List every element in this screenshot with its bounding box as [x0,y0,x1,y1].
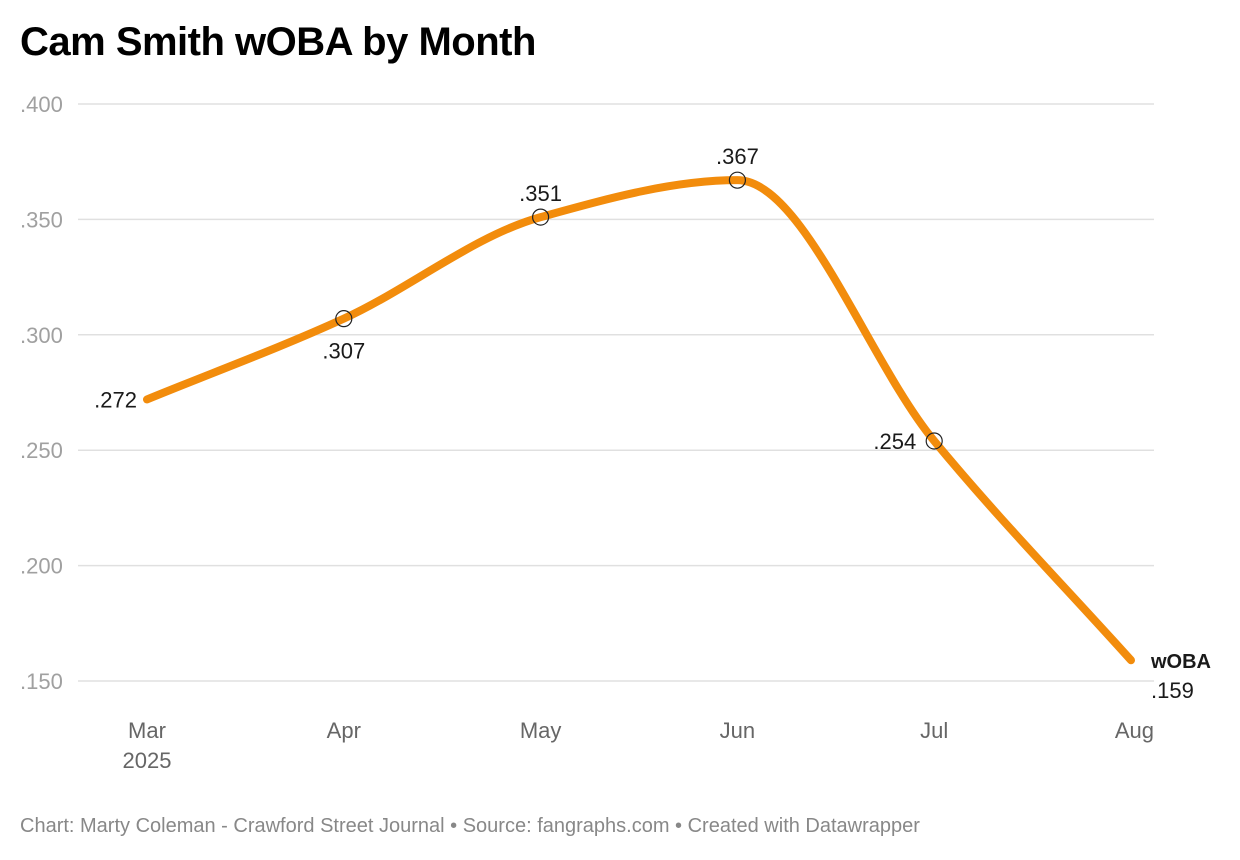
data-label: .307 [322,339,365,364]
y-tick-label: .250 [20,438,63,463]
y-tick-label: .150 [20,669,63,694]
data-point-marker [728,171,747,189]
x-tick-label: Aug [1115,718,1154,743]
x-tick-label: Mar [128,718,166,743]
y-tick-label: .400 [20,92,63,117]
chart-footer: Chart: Marty Coleman - Crawford Street J… [20,815,920,837]
y-tick-label: .350 [20,207,63,232]
series-layer [143,171,1135,665]
data-point-marker [531,208,550,226]
x-axis-ticks: Mar Apr May Jun Jul Aug 2025 [123,718,1154,773]
x-tick-label: Jun [720,718,755,743]
y-tick-label: .300 [20,323,63,348]
series-name-label: wOBA [1150,651,1211,673]
x-tick-label: May [520,718,562,743]
data-label: .367 [716,144,759,169]
gridlines [78,103,1154,682]
data-point-marker [335,310,353,328]
data-label: .351 [519,181,562,206]
x-tick-year-label: 2025 [123,748,172,773]
data-label: .254 [873,429,916,454]
x-tick-label: Apr [327,718,361,743]
y-tick-label: .200 [20,554,63,579]
series-line-woba [143,176,1135,665]
x-tick-label: Jul [920,718,948,743]
chart-title: Cam Smith wOBA by Month [20,20,536,64]
data-label: .272 [94,387,137,412]
y-axis-ticks: .150 .200 .250 .300 .350 .400 [20,92,63,694]
data-point-marker [925,432,943,450]
data-label: .159 [1151,678,1194,703]
line-chart: .150 .200 .250 .300 .350 .400 Mar Apr May Jun Jul… [20,92,1211,773]
data-labels: .272 .307 .351 .367 .254 .159 wOBA [94,144,1211,703]
